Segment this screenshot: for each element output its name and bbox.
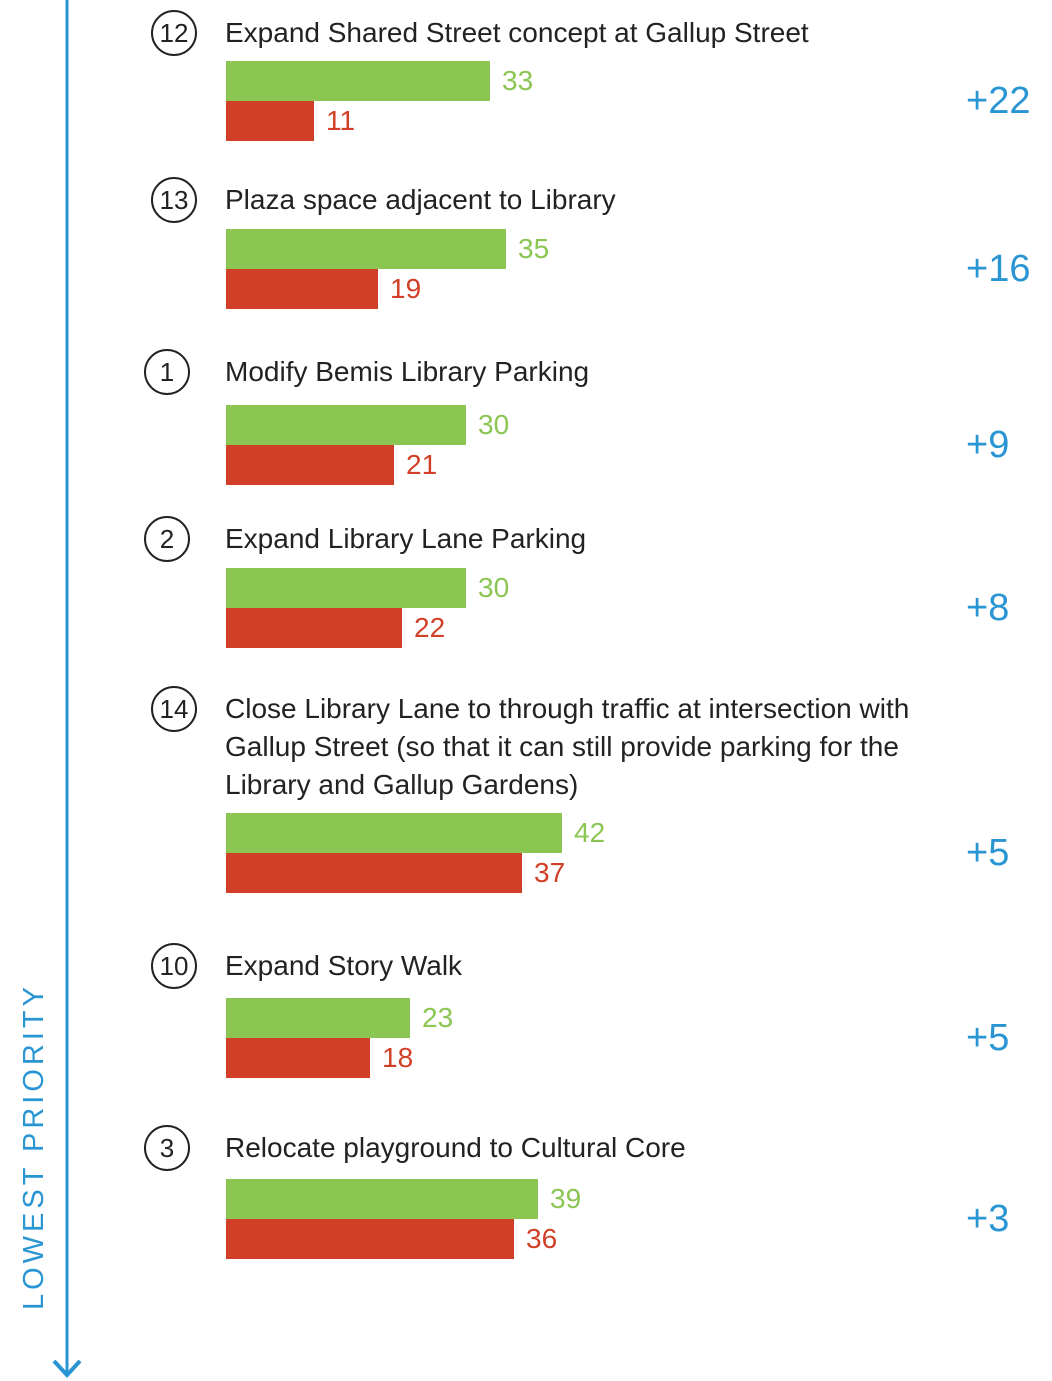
item-title: Plaza space adjacent to Library <box>225 184 616 215</box>
value-label: 36 <box>526 1223 558 1254</box>
net-label: +9 <box>966 424 1010 466</box>
value-label: 37 <box>534 857 566 888</box>
net-label: +8 <box>966 587 1010 629</box>
bar <box>226 1179 538 1219</box>
value-label: 19 <box>390 273 422 304</box>
bar <box>226 229 506 269</box>
item-title: Modify Bemis Library Parking <box>225 356 590 387</box>
value-label: 39 <box>550 1183 582 1214</box>
value-label: 30 <box>478 409 510 440</box>
value-label: 35 <box>518 233 550 264</box>
bar <box>226 998 410 1038</box>
item-number: 3 <box>144 1125 190 1171</box>
net-label: +22 <box>966 80 1031 122</box>
bar <box>226 568 466 608</box>
item-title: Expand Shared Street concept at Gallup S… <box>225 17 809 48</box>
net-label: +3 <box>966 1198 1010 1240</box>
bar <box>226 101 314 141</box>
item-title: Expand Library Lane Parking <box>225 523 587 554</box>
bar <box>226 405 466 445</box>
item-title: Relocate playground to Cultural Core <box>225 1132 686 1163</box>
value-label: 23 <box>422 1002 454 1033</box>
bar <box>226 853 522 893</box>
bar <box>226 608 402 648</box>
item-number: 12 <box>151 10 197 56</box>
value-label: 33 <box>502 65 534 96</box>
bar <box>226 1038 370 1078</box>
value-label: 22 <box>414 612 446 643</box>
net-label: +5 <box>966 1017 1010 1059</box>
item-number: 1 <box>144 349 190 395</box>
value-label: 30 <box>478 572 510 603</box>
item-number: 2 <box>144 516 190 562</box>
net-label: +16 <box>966 248 1031 290</box>
item-title: Expand Story Walk <box>225 950 463 981</box>
value-label: 11 <box>326 105 356 136</box>
value-label: 21 <box>406 449 438 480</box>
bar <box>226 813 562 853</box>
value-label: 18 <box>382 1042 414 1073</box>
bar <box>226 61 490 101</box>
bar <box>226 269 378 309</box>
item-title: Close Library Lane to through traffic at… <box>225 693 910 800</box>
bar <box>226 1219 514 1259</box>
priority-arrow <box>52 0 82 1378</box>
item-number: 10 <box>151 943 197 989</box>
item-number: 13 <box>151 177 197 223</box>
net-label: +5 <box>966 832 1010 874</box>
value-label: 42 <box>574 817 606 848</box>
side-label: LOWEST PRIORITY <box>18 983 50 1310</box>
item-number: 14 <box>151 686 197 732</box>
bar <box>226 445 394 485</box>
